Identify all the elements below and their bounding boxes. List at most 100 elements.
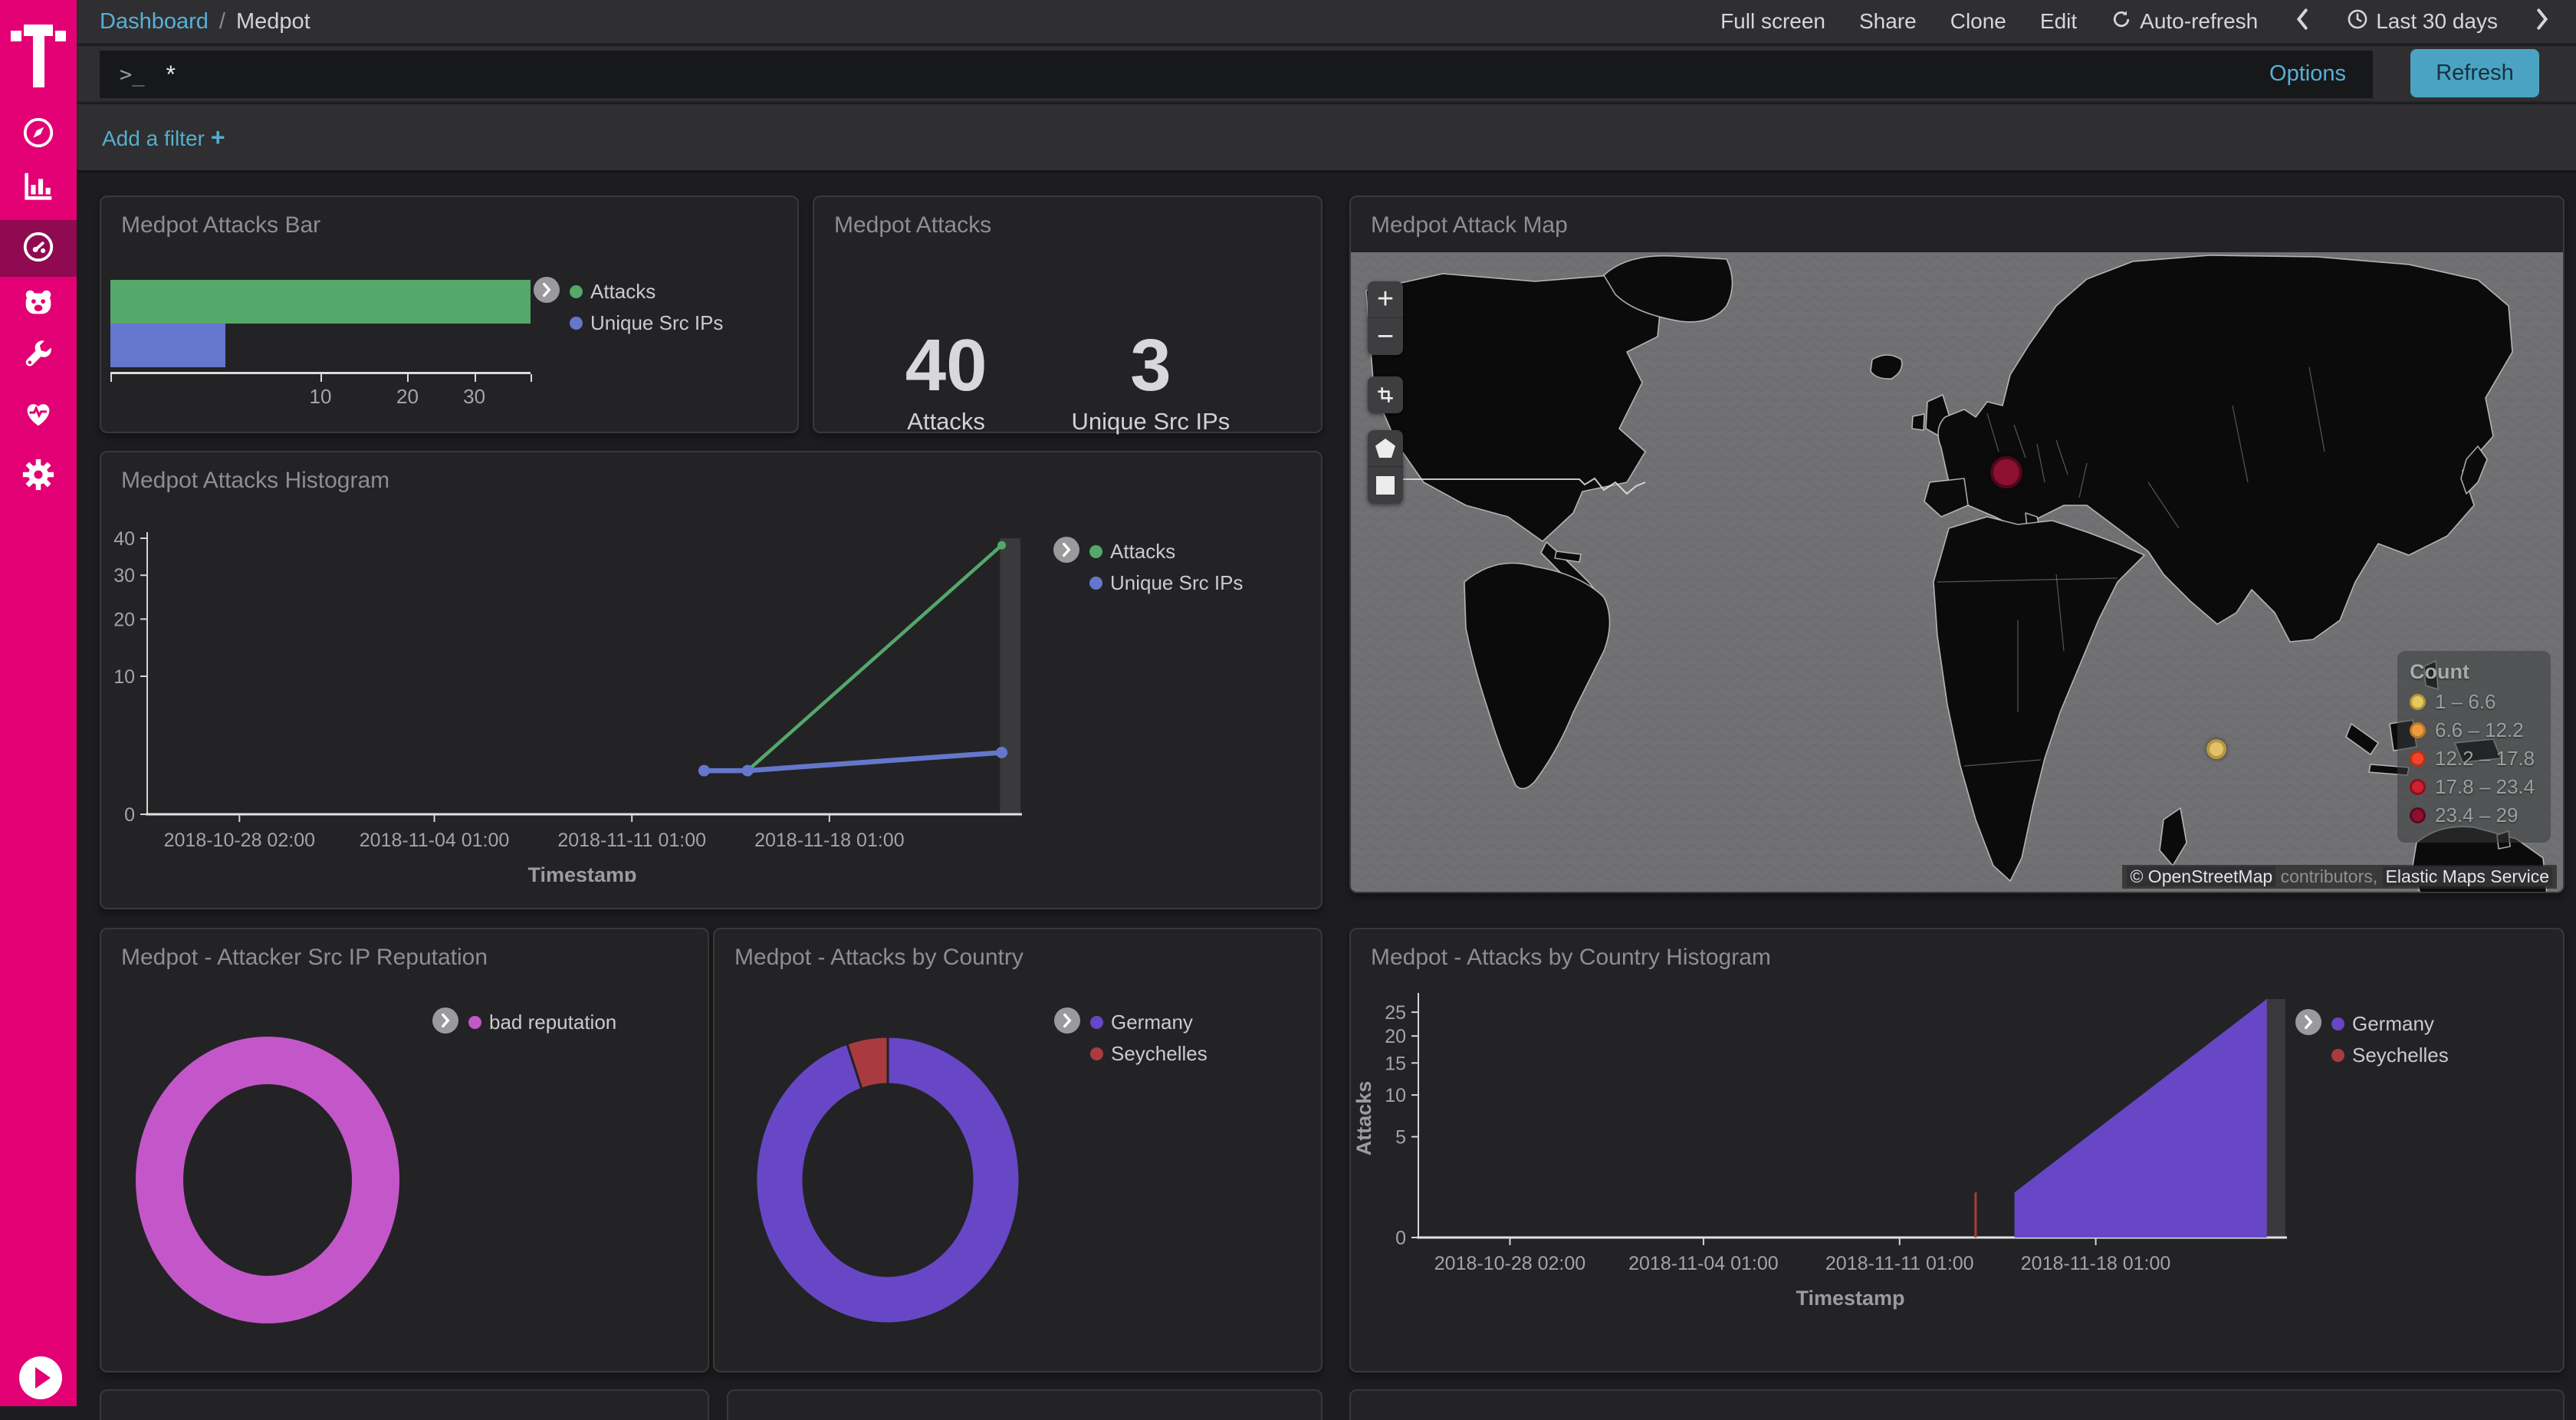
- panel-attacks-by-country-histogram: Medpot - Attacks by Country Histogram 0 5…: [1349, 928, 2564, 1372]
- query-bar: >_ * Options Refresh: [77, 46, 2576, 103]
- edit-button[interactable]: Edit: [2039, 9, 2078, 33]
- bar-x-axis: 10 20 30: [110, 372, 532, 408]
- polygon-draw-icon[interactable]: [1368, 430, 1403, 467]
- legend-item-unique-src-ips[interactable]: Unique Src IPs: [1089, 571, 1243, 595]
- map-legend-range: 23.4 – 29: [2410, 804, 2538, 827]
- auto-refresh-button[interactable]: Auto-refresh: [2111, 8, 2258, 35]
- metric-label: Attacks: [907, 407, 985, 435]
- metric-value: 40: [905, 324, 987, 406]
- full-screen-button[interactable]: Full screen: [1720, 9, 1825, 33]
- svg-text:2018-10-28 02:00: 2018-10-28 02:00: [164, 830, 315, 851]
- legend-dot: [468, 1016, 481, 1029]
- panel-title: Medpot - Attacker Src IP Reputation: [121, 945, 488, 970]
- zoom-in-button[interactable]: +: [1368, 281, 1403, 318]
- legend-item-seychelles[interactable]: Seychelles: [2331, 1044, 2449, 1067]
- sidebar-collapse-button[interactable]: [19, 1356, 62, 1399]
- chevron-right-icon: [2532, 8, 2553, 35]
- legend-dot: [2331, 1017, 2344, 1030]
- legend-item-germany[interactable]: Germany: [2331, 1012, 2449, 1036]
- rectangle-draw-icon[interactable]: [1368, 467, 1403, 504]
- map-legend-range: 17.8 – 23.4: [2410, 775, 2538, 799]
- refresh-button[interactable]: Refresh: [2410, 49, 2539, 97]
- plus-icon: +: [210, 123, 225, 151]
- legend-item-unique-src-ips[interactable]: Unique Src IPs: [570, 311, 723, 335]
- legend-toggle-button[interactable]: [2295, 1009, 2321, 1035]
- sidebar-item-monitoring[interactable]: [0, 387, 77, 442]
- play-icon: [35, 1367, 51, 1389]
- legend-item-germany[interactable]: Germany: [1090, 1011, 1208, 1034]
- legend-item-attacks[interactable]: Attacks: [570, 280, 723, 304]
- line-chart: 0 10 20 30 40 2018-10-28 02:00 2018-11-04 01:0…: [113, 528, 1022, 882]
- time-next-button[interactable]: [2532, 8, 2553, 35]
- legend-dot: [570, 317, 583, 330]
- query-value: *: [166, 60, 176, 88]
- time-prev-button[interactable]: [2292, 8, 2313, 35]
- openstreetmap-link[interactable]: © OpenStreetMap: [2127, 866, 2276, 886]
- search-query-input[interactable]: >_ *: [100, 51, 2373, 98]
- gear-icon: [21, 457, 56, 496]
- sidebar-item-dashboard[interactable]: [0, 220, 77, 277]
- svg-text:10: 10: [1385, 1085, 1406, 1106]
- legend-item-seychelles[interactable]: Seychelles: [1090, 1042, 1208, 1066]
- attack-location-dot-germany[interactable]: [1990, 455, 2023, 488]
- panel-title: Medpot - Attacks by Country Histogram: [1371, 945, 1771, 970]
- refresh-cycle-icon: [2111, 8, 2132, 35]
- gauge-icon: [21, 229, 56, 268]
- legend-toggle-button[interactable]: [432, 1007, 458, 1034]
- map-legend-range: 12.2 – 17.8: [2410, 747, 2538, 771]
- legend-dot: [2331, 1049, 2344, 1062]
- metric-unique-src-ips: 3 Unique Src IPs: [1072, 327, 1230, 436]
- svg-text:20: 20: [113, 609, 135, 630]
- sidebar-item-management[interactable]: [0, 449, 77, 504]
- sidebar-item-tpot[interactable]: [0, 277, 77, 332]
- sidebar-item-discover[interactable]: [0, 107, 77, 162]
- telekom-logo[interactable]: [0, 14, 77, 87]
- elastic-maps-service-link[interactable]: Elastic Maps Service: [2382, 866, 2552, 886]
- legend-item-bad-reputation[interactable]: bad reputation: [468, 1011, 616, 1034]
- filter-bar: Add a filter +: [77, 104, 2576, 173]
- add-filter-button[interactable]: Add a filter +: [102, 123, 225, 151]
- world-map[interactable]: + − Count 1 – 6.6 6.6 – 12.2 12.2 – 17.8 17…: [1351, 252, 2563, 892]
- map-attribution: © OpenStreetMap contributors, Elastic Ma…: [2122, 865, 2557, 889]
- donut-chart[interactable]: [715, 957, 1321, 1371]
- chart-legend: bad reputation: [432, 1007, 616, 1034]
- heartbeat-icon: [21, 396, 56, 435]
- zoom-out-button[interactable]: −: [1376, 320, 1395, 353]
- svg-text:2018-11-18 01:00: 2018-11-18 01:00: [2021, 1253, 2171, 1274]
- legend-dot: [1089, 577, 1102, 590]
- sidebar-item-devtools[interactable]: [0, 330, 77, 386]
- query-options-link[interactable]: Options: [2269, 61, 2346, 86]
- chart-legend: Attacks Unique Src IPs: [534, 277, 723, 335]
- sidebar-item-visualize[interactable]: [0, 160, 77, 215]
- time-range-picker[interactable]: Last 30 days: [2347, 8, 2498, 35]
- chart-legend: Germany Seychelles: [2295, 1009, 2449, 1067]
- svg-text:2018-11-18 01:00: 2018-11-18 01:00: [754, 830, 905, 851]
- svg-text:2018-10-28 02:00: 2018-10-28 02:00: [1434, 1253, 1585, 1274]
- top-navigation: Dashboard / Medpot Full screen Share Clo…: [77, 0, 2576, 44]
- attack-location-dot-seychelles[interactable]: [2206, 739, 2226, 760]
- legend-toggle-button[interactable]: [534, 277, 560, 303]
- svg-text:30: 30: [113, 565, 135, 587]
- horizontal-bar-chart: 10 20 30: [110, 280, 532, 408]
- legend-toggle-button[interactable]: [1054, 1007, 1080, 1034]
- panel-medpot-attack-map: Medpot Attack Map: [1349, 196, 2564, 893]
- partial-panel: [1349, 1389, 2564, 1420]
- share-button[interactable]: Share: [1859, 9, 1917, 33]
- bar-chart-icon: [21, 169, 56, 208]
- legend-dot: [1090, 1016, 1103, 1029]
- breadcrumb-current: Medpot: [235, 8, 310, 34]
- legend-item-attacks[interactable]: Attacks: [1089, 540, 1243, 564]
- clone-button[interactable]: Clone: [1950, 9, 2006, 33]
- donut-chart[interactable]: [101, 957, 708, 1371]
- legend-dot: [1090, 1047, 1103, 1060]
- crop-icon[interactable]: [1368, 376, 1403, 413]
- terminal-prompt-icon: >_: [120, 62, 145, 87]
- legend-dot: [1089, 545, 1102, 558]
- map-legend-range: 1 – 6.6: [2410, 690, 2538, 714]
- breadcrumb-dashboard-link[interactable]: Dashboard: [100, 8, 209, 34]
- legend-toggle-button[interactable]: [1053, 537, 1079, 563]
- legend-title: Count: [2410, 660, 2469, 683]
- panel-attacker-src-ip-reputation: Medpot - Attacker Src IP Reputation bad …: [100, 928, 709, 1372]
- partial-panel: [100, 1389, 709, 1420]
